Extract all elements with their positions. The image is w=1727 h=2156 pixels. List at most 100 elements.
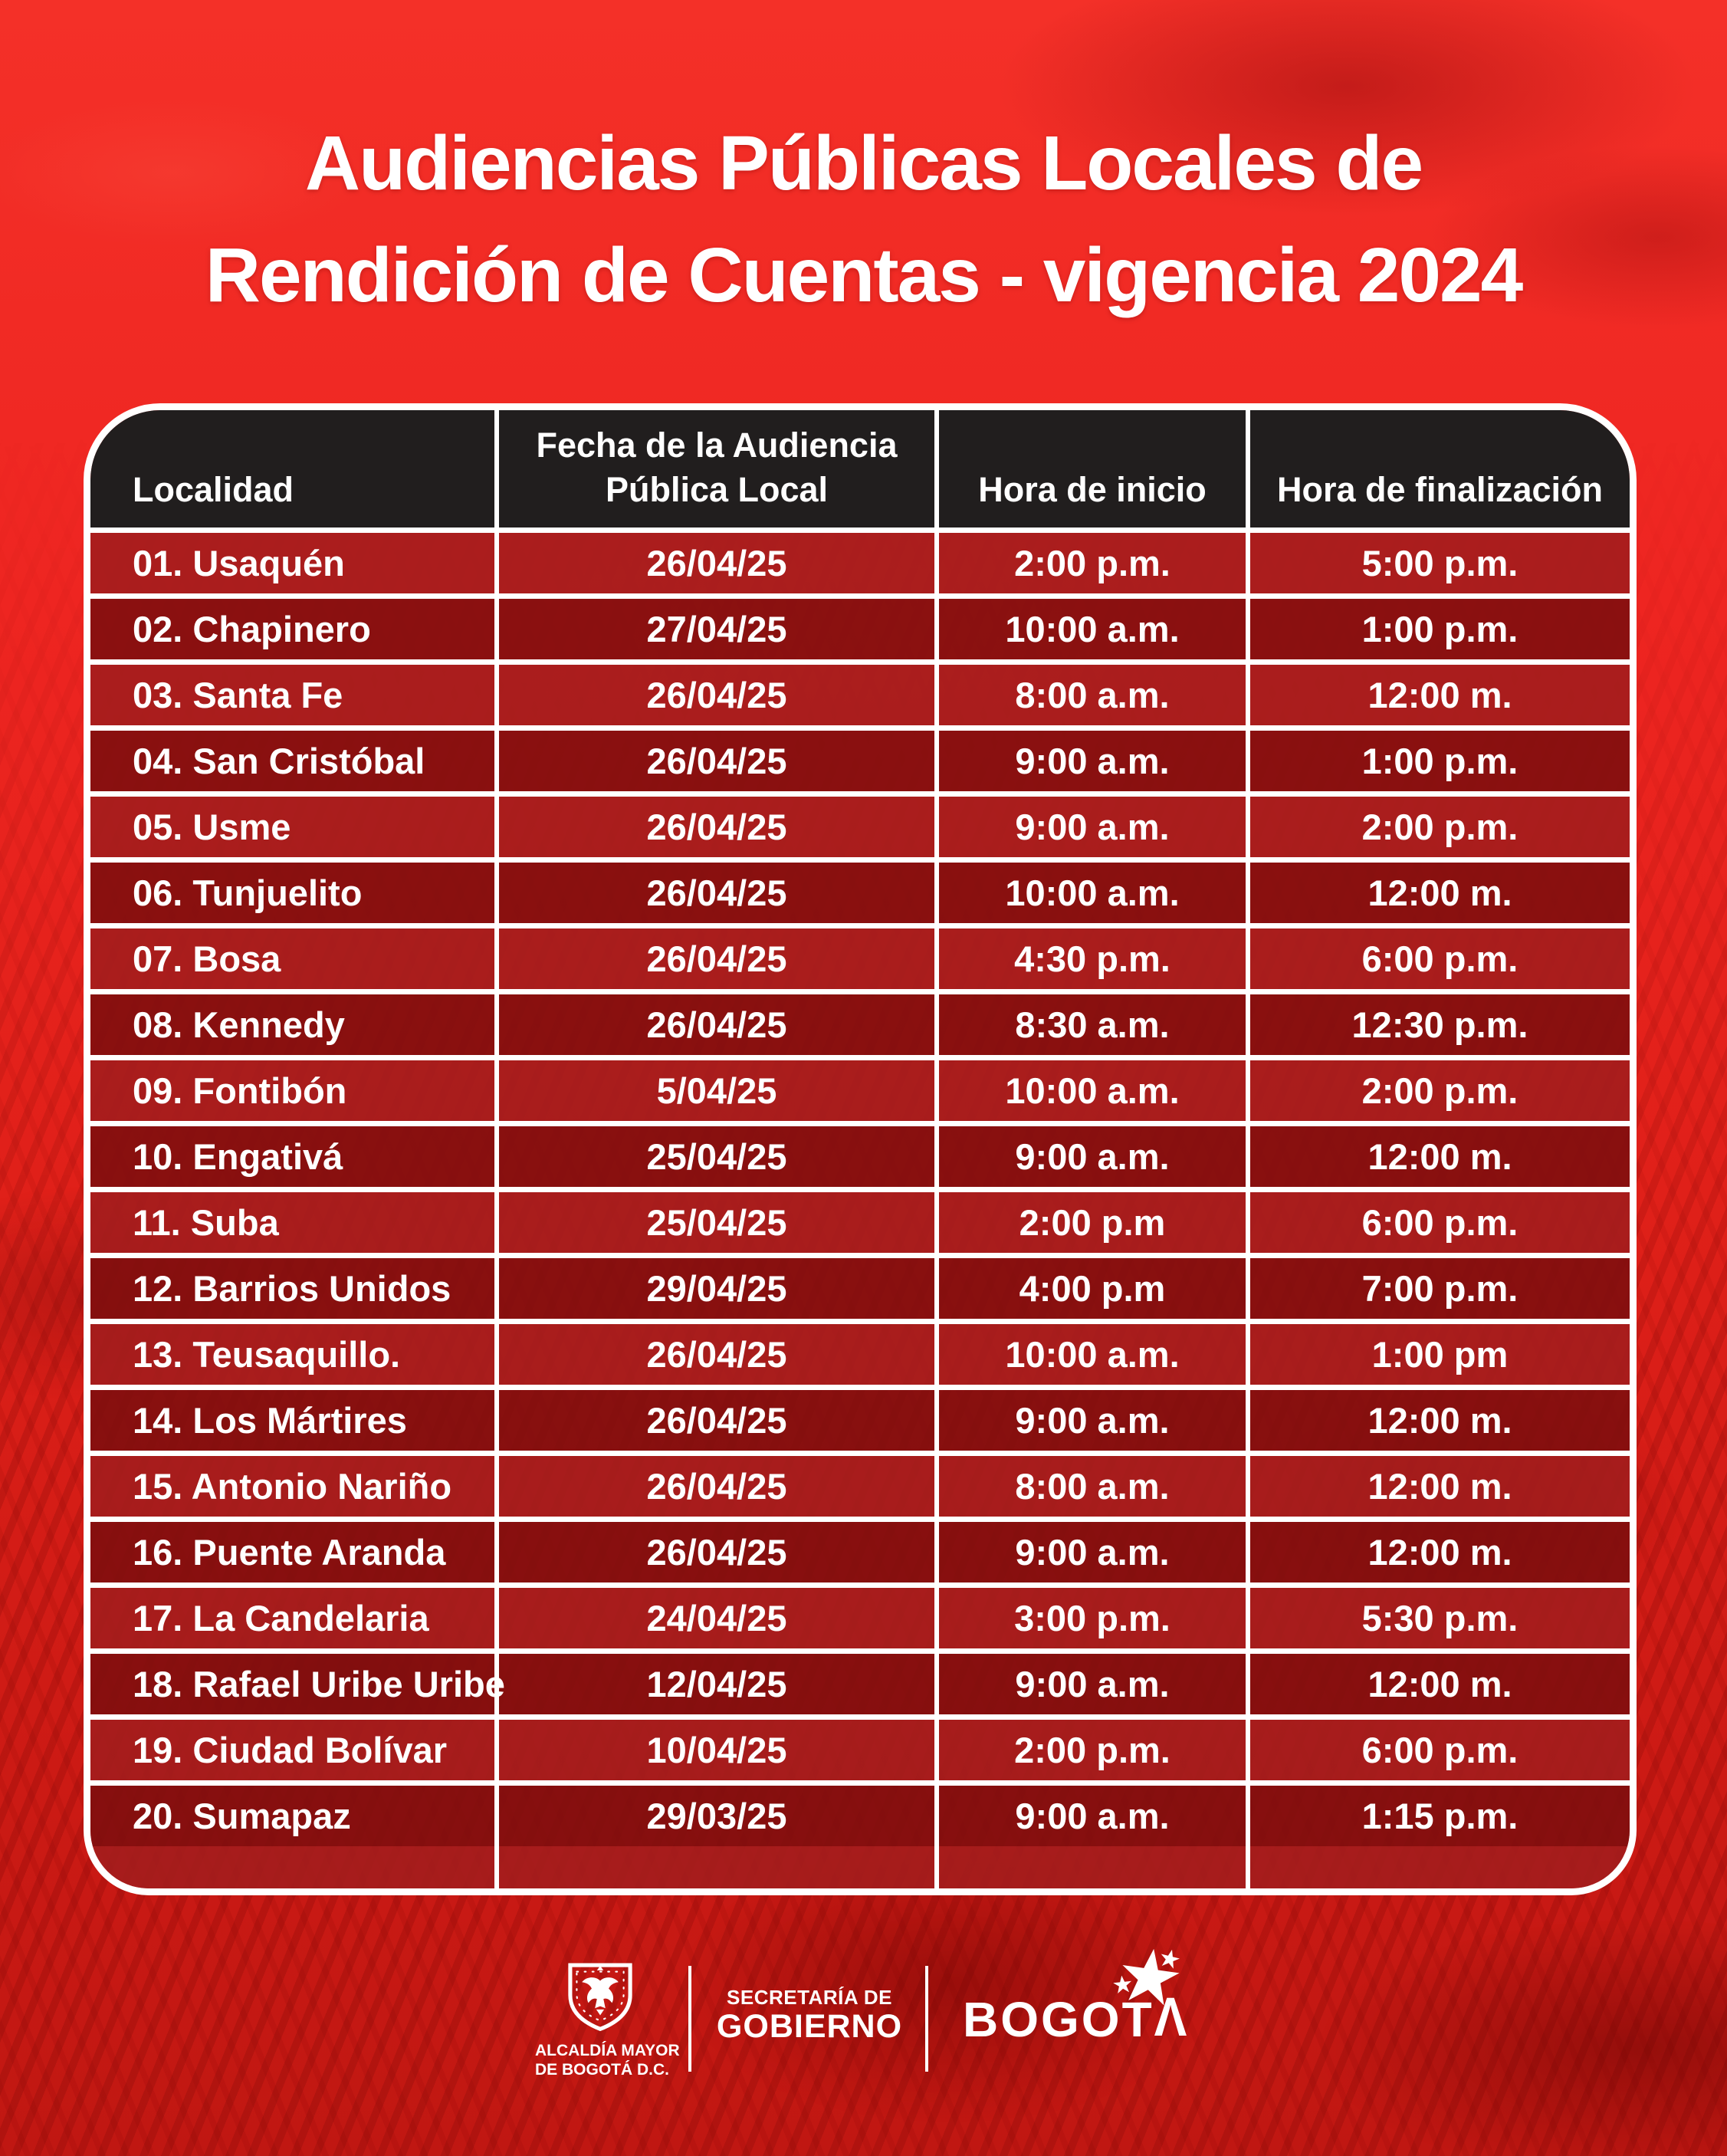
cell-hora-finalizacion: 6:00 p.m. [1246, 1192, 1630, 1253]
cell-localidad: 12. Barrios Unidos [133, 1268, 451, 1309]
cell-localidad: 11. Suba [133, 1202, 279, 1243]
table-row: 16. Puente Aranda 26/04/25 9:00 a.m. 12:… [90, 1517, 1630, 1582]
cell-hora-inicio: 3:00 p.m. [934, 1588, 1246, 1648]
cell-localidad: 20. Sumapaz [133, 1796, 351, 1836]
column-header-localidad: Localidad [133, 470, 294, 509]
cell-fecha: 12/04/25 [494, 1654, 934, 1714]
cell-fecha: 26/04/25 [494, 1522, 934, 1582]
table-row: 10. Engativá 25/04/25 9:00 a.m. 12:00 m. [90, 1121, 1630, 1187]
cell-hora-inicio: 10:00 a.m. [934, 1060, 1246, 1121]
table-header-row: Localidad Fecha de la Audiencia Pública … [90, 410, 1630, 527]
table-row: 05. Usme 26/04/25 9:00 a.m. 2:00 p.m. [90, 791, 1630, 857]
cell-hora-inicio: 9:00 a.m. [934, 1654, 1246, 1714]
column-header-hora-inicio: Hora de inicio [934, 410, 1246, 527]
cell-localidad: 10. Engativá [133, 1136, 343, 1177]
cell-fecha: 25/04/25 [494, 1126, 934, 1187]
cell-localidad: 09. Fontibón [133, 1070, 347, 1111]
table-row: 02. Chapinero 27/04/25 10:00 a.m. 1:00 p… [90, 593, 1630, 659]
secretaria-label-line-1: SECRETARÍA DE [727, 1986, 892, 2009]
cell-hora-inicio: 9:00 a.m. [934, 1390, 1246, 1451]
cell-localidad: 05. Usme [133, 807, 291, 847]
cell-hora-finalizacion: 1:00 p.m. [1246, 599, 1630, 659]
cell-fecha: 26/04/25 [494, 731, 934, 791]
bogota-coat-of-arms-icon [568, 1963, 632, 2032]
secretaria-gobierno-logo: SECRETARÍA DE GOBIERNO [711, 1986, 908, 2044]
cell-hora-finalizacion: 7:00 p.m. [1246, 1258, 1630, 1319]
cell-hora-inicio: 9:00 a.m. [934, 1126, 1246, 1187]
cell-hora-finalizacion: 1:00 p.m. [1246, 731, 1630, 791]
table-row: 01. Usaquén 26/04/25 2:00 p.m. 5:00 p.m. [90, 527, 1630, 593]
cell-fecha: 25/04/25 [494, 1192, 934, 1253]
secretaria-label-line-2: GOBIERNO [716, 2008, 903, 2045]
cell-localidad: 18. Rafael Uribe Uribe [133, 1664, 505, 1704]
cell-hora-finalizacion: 12:00 m. [1246, 1654, 1630, 1714]
table-row: 13. Teusaquillo. 26/04/25 10:00 a.m. 1:0… [90, 1319, 1630, 1385]
alcaldia-logo-block: ALCALDÍA MAYOR DE BOGOTÁ D.C. [535, 1960, 680, 2079]
table-bottom-filler [90, 1846, 1630, 1888]
table-row: 07. Bosa 26/04/25 4:30 p.m. 6:00 p.m. [90, 923, 1630, 989]
cell-hora-inicio: 9:00 a.m. [934, 1786, 1246, 1846]
table-row: 11. Suba 25/04/25 2:00 p.m 6:00 p.m. [90, 1187, 1630, 1253]
cell-hora-inicio: 9:00 a.m. [934, 731, 1246, 791]
cell-hora-inicio: 10:00 a.m. [934, 1324, 1246, 1385]
cell-hora-finalizacion: 1:00 pm [1246, 1324, 1630, 1385]
schedule-table: Localidad Fecha de la Audiencia Pública … [84, 403, 1637, 1895]
cell-localidad: 16. Puente Aranda [133, 1532, 446, 1573]
cell-hora-inicio: 4:30 p.m. [934, 928, 1246, 989]
cell-fecha: 26/04/25 [494, 928, 934, 989]
cell-fecha: 29/04/25 [494, 1258, 934, 1319]
cell-hora-inicio: 4:00 p.m [934, 1258, 1246, 1319]
page-title-line-1: Audiencias Públicas Locales de [304, 120, 1423, 206]
footer-divider-2 [925, 1966, 928, 2072]
cell-fecha: 26/04/25 [494, 1390, 934, 1451]
cell-hora-finalizacion: 12:00 m. [1246, 863, 1630, 923]
cell-hora-inicio: 9:00 a.m. [934, 1522, 1246, 1582]
table-row: 04. San Cristóbal 26/04/25 9:00 a.m. 1:0… [90, 725, 1630, 791]
table-row: 06. Tunjuelito 26/04/25 10:00 a.m. 12:00… [90, 857, 1630, 923]
cell-fecha: 26/04/25 [494, 863, 934, 923]
alcaldia-label-line-2: DE BOGOTÁ D.C. [535, 2061, 670, 2079]
cell-hora-finalizacion: 6:00 p.m. [1246, 928, 1630, 989]
cell-fecha: 27/04/25 [494, 599, 934, 659]
cell-hora-finalizacion: 1:15 p.m. [1246, 1786, 1630, 1846]
cell-fecha: 26/04/25 [494, 1324, 934, 1385]
cell-fecha: 29/03/25 [494, 1786, 934, 1846]
page-title-line-2: Rendición de Cuentas - vigencia 2024 [205, 232, 1523, 318]
table-body: 01. Usaquén 26/04/25 2:00 p.m. 5:00 p.m.… [90, 527, 1630, 1846]
table-row: 18. Rafael Uribe Uribe 12/04/25 9:00 a.m… [90, 1648, 1630, 1714]
cell-hora-inicio: 8:00 a.m. [934, 665, 1246, 725]
cell-hora-inicio: 9:00 a.m. [934, 797, 1246, 857]
table-row: 20. Sumapaz 29/03/25 9:00 a.m. 1:15 p.m. [90, 1780, 1630, 1846]
cell-localidad: 04. San Cristóbal [133, 741, 425, 781]
cell-localidad: 17. La Candelaria [133, 1598, 429, 1638]
cell-localidad: 13. Teusaquillo. [133, 1334, 401, 1375]
column-header-fecha: Fecha de la Audiencia Pública Local [494, 410, 934, 527]
cell-fecha: 26/04/25 [494, 994, 934, 1055]
cell-hora-finalizacion: 12:00 m. [1246, 1456, 1630, 1517]
cell-localidad: 07. Bosa [133, 938, 281, 979]
star-icon [1112, 1974, 1133, 1995]
table-row: 17. La Candelaria 24/04/25 3:00 p.m. 5:3… [90, 1582, 1630, 1648]
cell-hora-inicio: 10:00 a.m. [934, 599, 1246, 659]
cell-localidad: 06. Tunjuelito [133, 873, 363, 913]
page-title: Audiencias Públicas Locales de Rendición… [0, 107, 1727, 331]
cell-localidad: 14. Los Mártires [133, 1400, 407, 1441]
cell-hora-finalizacion: 12:00 m. [1246, 1522, 1630, 1582]
cell-hora-finalizacion: 6:00 p.m. [1246, 1720, 1630, 1780]
table-row: 03. Santa Fe 26/04/25 8:00 a.m. 12:00 m. [90, 659, 1630, 725]
table-row: 08. Kennedy 26/04/25 8:30 a.m. 12:30 p.m… [90, 989, 1630, 1055]
table-row: 14. Los Mártires 26/04/25 9:00 a.m. 12:0… [90, 1385, 1630, 1451]
cell-localidad: 19. Ciudad Bolívar [133, 1730, 448, 1770]
table-row: 09. Fontibón 5/04/25 10:00 a.m. 2:00 p.m… [90, 1055, 1630, 1121]
cell-hora-inicio: 2:00 p.m. [934, 1720, 1246, 1780]
cell-hora-inicio: 8:00 a.m. [934, 1456, 1246, 1517]
cell-fecha: 10/04/25 [494, 1720, 934, 1780]
cell-hora-finalizacion: 12:00 m. [1246, 665, 1630, 725]
cell-hora-finalizacion: 2:00 p.m. [1246, 1060, 1630, 1121]
table-row: 19. Ciudad Bolívar 10/04/25 2:00 p.m. 6:… [90, 1714, 1630, 1780]
alcaldia-label-line-1: ALCALDÍA MAYOR [535, 2042, 680, 2059]
footer-divider-1 [688, 1966, 691, 2072]
cell-hora-finalizacion: 12:00 m. [1246, 1390, 1630, 1451]
cell-localidad: 01. Usaquén [133, 543, 345, 583]
